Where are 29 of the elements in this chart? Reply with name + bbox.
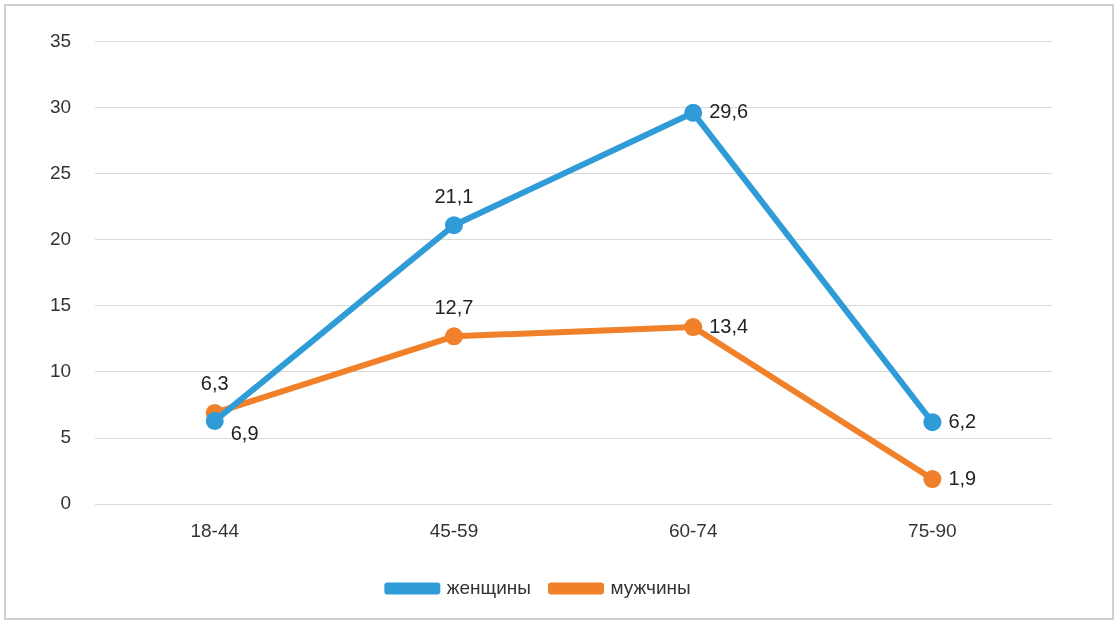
point — [923, 413, 942, 432]
y-tick-label: 5 — [60, 426, 72, 448]
data-label: 21,1 — [434, 184, 474, 207]
data-label: 13,4 — [709, 314, 749, 337]
y-tick-label: 15 — [49, 294, 72, 316]
data-label: 6,9 — [230, 422, 259, 445]
x-tick-label: 45-59 — [429, 519, 479, 541]
data-label: 6,2 — [948, 409, 977, 432]
legend-label: женщины — [446, 576, 532, 598]
point — [205, 411, 224, 430]
y-tick-label: 0 — [60, 492, 72, 514]
point — [923, 470, 942, 489]
x-tick-label: 60-74 — [668, 519, 718, 541]
x-tick-label: 75-90 — [908, 519, 957, 541]
point — [684, 103, 703, 122]
y-tick-label: 30 — [49, 95, 72, 117]
legend-label: мужчины — [610, 576, 691, 598]
x-tick-label: 18-44 — [190, 519, 240, 541]
point — [444, 327, 463, 346]
y-tick-label: 10 — [49, 360, 72, 382]
y-tick-label: 25 — [49, 161, 72, 183]
data-label: 1,9 — [948, 466, 977, 489]
y-tick-label: 35 — [49, 29, 72, 51]
data-label: 29,6 — [709, 100, 749, 123]
y-tick-label: 20 — [49, 227, 72, 249]
point — [444, 216, 463, 235]
data-label: 12,7 — [434, 295, 474, 318]
data-label: 6,3 — [200, 372, 229, 395]
point — [684, 318, 703, 337]
